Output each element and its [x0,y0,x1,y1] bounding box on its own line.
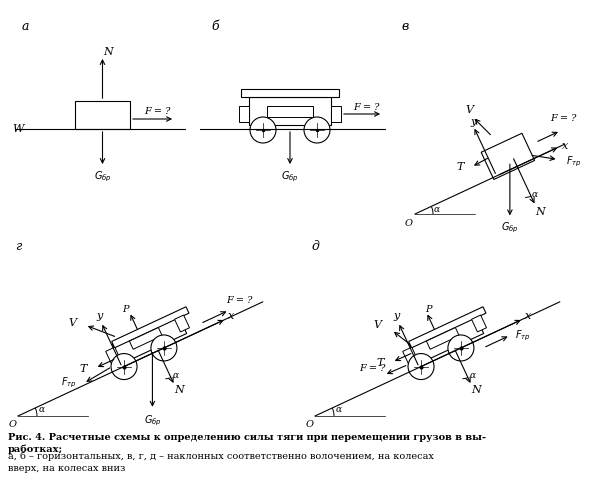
Text: O: O [9,420,17,429]
Polygon shape [129,328,162,349]
Text: N: N [103,47,114,57]
Text: Рис. 4. Расчетные схемы к определению силы тяги при перемещении грузов в вы-
раб: Рис. 4. Расчетные схемы к определению си… [8,432,486,454]
Text: x: x [562,140,568,151]
Text: T: T [377,357,384,367]
Text: α: α [434,204,440,213]
Text: г: г [15,240,21,253]
Circle shape [250,118,276,144]
Bar [267,107,313,118]
Text: F = ?: F = ? [359,363,386,372]
Polygon shape [472,316,487,333]
Circle shape [151,335,177,361]
Polygon shape [106,348,121,364]
Circle shape [304,118,330,144]
Text: y: y [393,311,400,321]
Text: P: P [425,304,431,313]
Polygon shape [112,307,189,348]
Text: N: N [471,384,481,394]
Text: б: б [211,20,219,33]
Text: N: N [535,206,545,216]
Text: F = ?: F = ? [227,296,253,304]
Circle shape [408,354,434,380]
Text: F = ?: F = ? [144,107,170,116]
Text: $F_{тр}$: $F_{тр}$ [566,154,581,169]
Text: д: д [311,240,319,253]
Polygon shape [481,134,535,180]
Text: $F_{тр}$: $F_{тр}$ [62,375,77,390]
Text: x: x [525,310,531,320]
Polygon shape [408,307,486,348]
Bar [75,102,130,130]
Text: α: α [172,370,178,379]
Text: $G_{бр}$: $G_{бр}$ [501,220,518,234]
Text: P: P [122,304,128,313]
Bar [331,107,341,123]
Text: α: α [336,405,342,414]
Text: а, б – горизонтальных, в, г, д – наклонных соответственно волочением, на колесах: а, б – горизонтальных, в, г, д – наклонн… [8,451,434,472]
Polygon shape [175,316,190,333]
Polygon shape [112,314,187,364]
Text: y: y [470,117,476,127]
Polygon shape [426,328,459,349]
Bar [249,98,331,126]
Text: F = ?: F = ? [550,113,576,122]
Text: $G_{бр}$: $G_{бр}$ [94,169,111,184]
Text: x: x [228,310,234,320]
Text: F = ?: F = ? [353,102,379,111]
Text: T: T [456,162,463,172]
Text: $G_{бр}$: $G_{бр}$ [281,169,299,184]
Polygon shape [409,314,484,364]
Text: $G_{бр}$: $G_{бр}$ [144,413,161,427]
Text: T: T [80,363,87,373]
Text: V: V [465,105,474,114]
Text: W: W [13,124,24,134]
Text: α: α [39,405,45,414]
Circle shape [111,354,137,380]
Text: α: α [469,370,475,379]
Circle shape [448,335,474,361]
Text: y: y [97,311,103,321]
Text: O: O [405,218,413,227]
Text: O: O [306,420,314,429]
Text: V: V [373,319,381,330]
Text: а: а [22,20,29,33]
Text: в: в [401,20,408,33]
Text: N: N [175,384,184,394]
Polygon shape [402,348,417,364]
Text: α: α [532,190,538,198]
Bar [241,90,339,98]
Text: $F_{тр}$: $F_{тр}$ [515,328,530,342]
Text: V: V [69,318,77,328]
Bar [239,107,249,123]
